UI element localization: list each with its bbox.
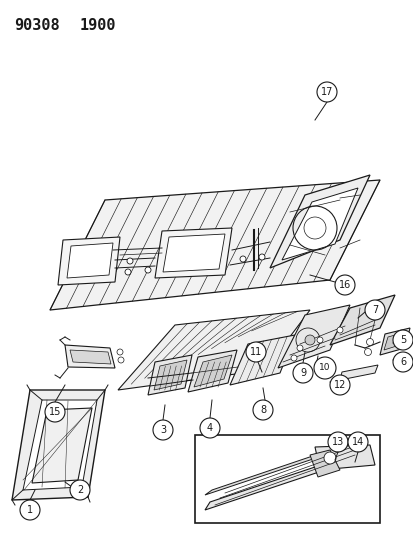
Polygon shape [339,365,377,380]
Text: 14: 14 [351,437,363,447]
Circle shape [252,400,272,420]
Circle shape [336,327,342,333]
Polygon shape [58,237,120,285]
Bar [195,435,379,523]
Circle shape [316,82,336,102]
Text: 2: 2 [77,485,83,495]
Circle shape [323,452,335,464]
Text: 1: 1 [27,505,33,515]
Circle shape [316,337,322,343]
Circle shape [329,375,349,395]
Circle shape [70,480,90,500]
Circle shape [347,432,367,452]
Circle shape [153,420,173,440]
Text: 4: 4 [206,423,213,433]
Circle shape [363,349,370,356]
Circle shape [125,269,131,275]
Circle shape [296,345,302,351]
Polygon shape [65,345,115,368]
Text: 5: 5 [399,335,405,345]
Polygon shape [329,295,394,345]
Text: 7: 7 [371,305,377,315]
Circle shape [127,258,133,264]
Text: 9: 9 [299,368,305,378]
Text: 90308: 90308 [14,18,59,33]
Polygon shape [50,180,379,310]
Circle shape [366,338,373,345]
Polygon shape [67,243,113,278]
Circle shape [327,432,347,452]
Polygon shape [269,175,369,268]
Polygon shape [23,400,97,490]
Polygon shape [314,445,374,470]
Circle shape [240,256,245,262]
Circle shape [45,402,65,422]
Polygon shape [379,328,409,355]
Circle shape [292,363,312,383]
Text: 10: 10 [318,364,330,373]
Polygon shape [154,360,187,390]
Text: 16: 16 [338,280,350,290]
Circle shape [364,300,384,320]
Text: 11: 11 [249,347,261,357]
Polygon shape [281,188,357,260]
Text: 13: 13 [331,437,343,447]
Polygon shape [118,310,309,390]
Polygon shape [163,234,224,272]
Polygon shape [70,350,111,364]
Circle shape [313,357,335,379]
Circle shape [304,335,314,345]
Polygon shape [194,355,231,387]
Polygon shape [188,350,236,392]
Circle shape [20,500,40,520]
Text: 17: 17 [320,87,332,97]
Text: 8: 8 [259,405,266,415]
Polygon shape [32,408,92,483]
Circle shape [145,267,151,273]
Polygon shape [309,450,339,477]
Text: 3: 3 [159,425,166,435]
Circle shape [334,275,354,295]
Text: 15: 15 [49,407,61,417]
Polygon shape [12,390,105,500]
Circle shape [392,352,412,372]
Circle shape [290,355,296,361]
Polygon shape [204,452,359,510]
Circle shape [118,357,124,363]
Polygon shape [230,335,294,385]
Polygon shape [204,440,359,495]
Polygon shape [154,228,231,278]
Text: 12: 12 [333,380,345,390]
Circle shape [259,254,264,260]
Circle shape [392,330,412,350]
Circle shape [199,418,219,438]
Polygon shape [277,305,349,368]
Polygon shape [383,332,405,350]
Circle shape [245,342,266,362]
Text: 1900: 1900 [80,18,116,33]
Text: 6: 6 [399,357,405,367]
Polygon shape [147,355,192,395]
Circle shape [117,349,123,355]
